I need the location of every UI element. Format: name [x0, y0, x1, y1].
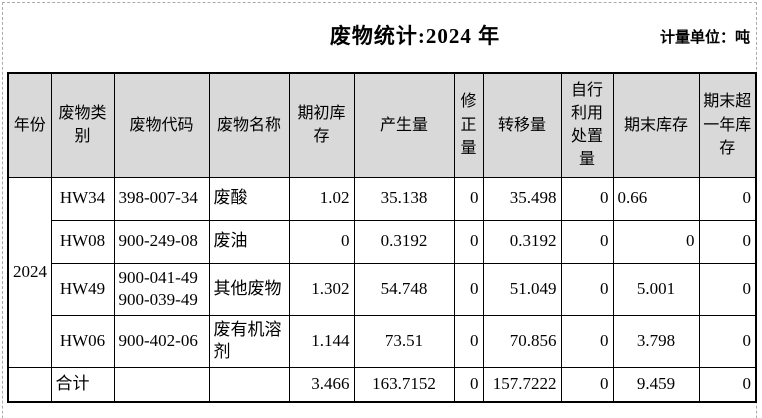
table-cell[interactable]: 0 [453, 314, 484, 368]
header-cell-code[interactable]: 废物代码 [113, 72, 210, 178]
table-cell[interactable]: 157.7222 [482, 366, 562, 403]
table-cell[interactable] [208, 366, 290, 403]
table-cell[interactable]: 3.466 [288, 366, 355, 403]
table-cell[interactable]: 0.66 [612, 176, 700, 221]
table-cell[interactable]: 0 [698, 176, 757, 221]
table-cell[interactable]: 废有机溶剂 [208, 314, 290, 368]
header-cell-category[interactable]: 废物类 别 [50, 72, 115, 178]
table-cell[interactable]: 0 [698, 366, 757, 403]
table-cell[interactable]: 0 [698, 262, 757, 316]
table-cell[interactable]: 废酸 [208, 176, 290, 221]
header-cell-over-one-year[interactable]: 期末超 一年库 存 [698, 72, 757, 178]
total-label-cell[interactable]: 合计 [50, 366, 115, 403]
table-cell[interactable]: 0 [560, 219, 614, 264]
table-cell[interactable]: 0 [612, 219, 700, 264]
table-cell[interactable]: 0 [560, 176, 614, 221]
table-cell[interactable]: 0.3192 [353, 219, 455, 264]
header-cell-name[interactable]: 废物名称 [208, 72, 290, 178]
header-cell-opening-stock[interactable]: 期初库 存 [288, 72, 355, 178]
table-cell[interactable]: 5.001 [612, 262, 700, 316]
table-cell[interactable]: 398-007-34 [113, 176, 210, 221]
table-row: HW06 900-402-06 废有机溶剂 1.144 73.51 0 70.856 0 3.7… [8, 314, 757, 368]
table-cell[interactable]: 900-041-49 900-039-49 [113, 262, 210, 316]
table-cell[interactable]: 0 [698, 314, 757, 368]
table-cell[interactable]: 900-249-08 [113, 219, 210, 264]
header-cell-self-disposed[interactable]: 自行 利用 处置 量 [560, 72, 614, 178]
table-cell[interactable]: 其他废物 [208, 262, 290, 316]
header-cell-transferred[interactable]: 转移量 [482, 72, 562, 178]
table-cell[interactable]: 0 [453, 219, 484, 264]
table-cell[interactable]: 35.498 [482, 176, 562, 221]
page-title: 废物统计:2024 年 [329, 24, 501, 48]
header-cell-correction[interactable]: 修 正 量 [453, 72, 484, 178]
table-cell[interactable] [113, 366, 210, 403]
table-cell[interactable]: 163.7152 [353, 366, 455, 403]
header-cell-produced[interactable]: 产生量 [353, 72, 455, 178]
table-cell[interactable]: 1.144 [288, 314, 355, 368]
table-cell[interactable]: 54.748 [353, 262, 455, 316]
table-cell[interactable]: 35.138 [353, 176, 455, 221]
table-cell[interactable]: HW49 [50, 262, 115, 316]
header-cell-year[interactable]: 年份 [7, 72, 52, 178]
table-cell[interactable]: 0 [453, 262, 484, 316]
table-cell[interactable]: 0 [560, 366, 614, 403]
unit-label: 计量单位：吨 [659, 29, 750, 46]
table-cell[interactable]: HW08 [50, 219, 115, 264]
table-cell[interactable]: 0 [560, 314, 614, 368]
table-cell[interactable]: HW06 [50, 314, 115, 368]
table-row: HW08 900-249-08 废油 0 0.3192 0 0.3192 0 0 0 [8, 219, 757, 264]
table-cell[interactable]: 废油 [208, 219, 290, 264]
table-cell[interactable]: 0 [288, 219, 355, 264]
table-cell[interactable]: 9.459 [612, 366, 700, 403]
table-cell[interactable]: 0 [453, 176, 484, 221]
table-cell[interactable]: 0.3192 [482, 219, 562, 264]
table-row: HW49 900-041-49 900-039-49 其他废物 1.302 54.748… [8, 262, 757, 316]
waste-statistics-table: 年份 废物类 别废物代码 废物名称 期初库 存产生量修 正 量转移量 自行 利用 处置 … [7, 72, 757, 403]
table-cell[interactable]: 51.049 [482, 262, 562, 316]
table-cell[interactable]: 73.51 [353, 314, 455, 368]
table-cell[interactable]: HW34 [50, 176, 115, 221]
table-cell[interactable]: 900-402-06 [113, 314, 210, 368]
year-cell[interactable]: 2024 [7, 176, 52, 368]
table-cell[interactable]: 0 [698, 219, 757, 264]
table-cell[interactable]: 3.798 [612, 314, 700, 368]
table-cell[interactable] [7, 366, 52, 403]
table-cell[interactable]: 1.302 [288, 262, 355, 316]
table-cell[interactable]: 1.02 [288, 176, 355, 221]
table-cell[interactable]: 0 [453, 366, 484, 403]
header-cell-closing-stock[interactable]: 期末库存 [612, 72, 700, 178]
table-cell[interactable]: 0 [560, 262, 614, 316]
table-header-row: 年份 废物类 别废物代码 废物名称 期初库 存产生量修 正 量转移量 自行 利用 处置 … [7, 72, 757, 178]
table-row: 2024 HW34 398-007-34 废酸 1.02 35.138 0 35.498 0 0.… [7, 176, 757, 368]
table-row: 合计 3.466 163.7152 0 157.7222 0 9.459 0 [7, 366, 757, 403]
table-cell[interactable]: 70.856 [482, 314, 562, 368]
